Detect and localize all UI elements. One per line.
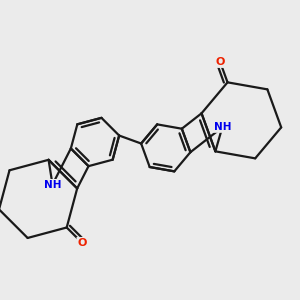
Text: O: O [216, 57, 225, 68]
Text: NH: NH [214, 122, 231, 132]
Text: NH: NH [44, 179, 61, 190]
Text: O: O [77, 238, 86, 248]
